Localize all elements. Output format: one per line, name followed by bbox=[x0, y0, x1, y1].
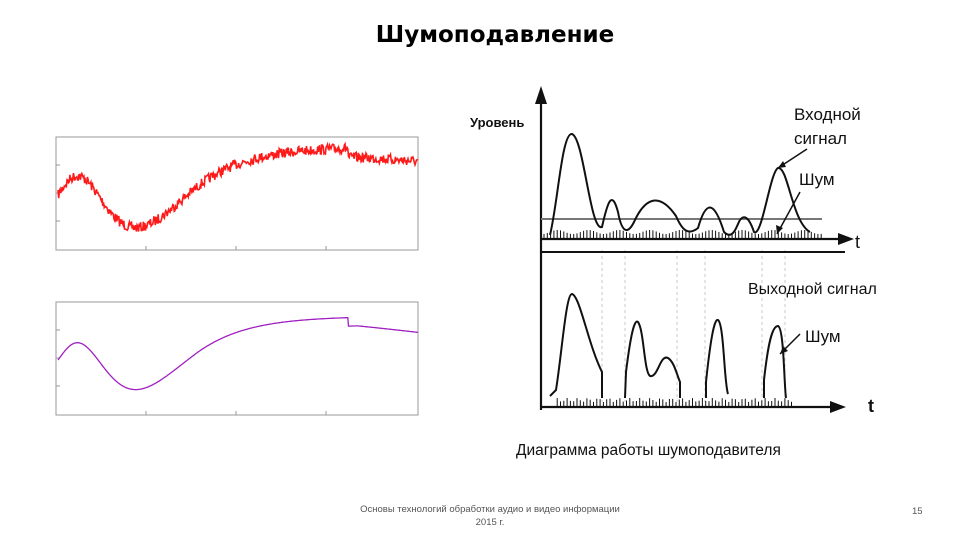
noisy-plot-frame bbox=[55, 136, 419, 251]
noisy-plot-ticks bbox=[56, 164, 327, 250]
output-signal-curve bbox=[549, 292, 787, 399]
bottom-time-arrow bbox=[830, 401, 846, 413]
footer-course: Основы технологий обработки аудио и виде… bbox=[360, 504, 620, 515]
noisy-waveform bbox=[57, 141, 419, 232]
noise-label-top: Шум bbox=[799, 170, 835, 189]
bottom-noise-ticks bbox=[556, 398, 792, 407]
denoised-signal-plot bbox=[50, 300, 422, 418]
noise-label-bottom: Шум bbox=[805, 327, 841, 346]
top-noise-ticks bbox=[543, 230, 822, 239]
noise-pointer-top bbox=[776, 191, 801, 235]
bottom-time-label: t bbox=[868, 396, 874, 416]
input-label-line2: сигнал bbox=[794, 129, 847, 148]
noise-pointer-bottom-head bbox=[780, 346, 788, 354]
slide-footer: Основы технологий обработки аудио и виде… bbox=[300, 503, 680, 529]
guide-lines bbox=[601, 250, 786, 402]
noise-pointer-top-head bbox=[776, 225, 783, 234]
input-signal-curve bbox=[549, 133, 811, 236]
page-number: 15 bbox=[912, 506, 923, 517]
clean-plot-frame bbox=[55, 301, 419, 416]
noisy-signal-plot bbox=[50, 135, 422, 253]
footer-year: 2015 г. bbox=[475, 517, 505, 528]
slide-title: Шумоподавление bbox=[375, 22, 615, 48]
output-label: Выходной сигнал bbox=[748, 281, 877, 298]
y-axis-label: Уровень bbox=[470, 115, 524, 130]
top-time-arrow bbox=[838, 233, 854, 245]
noise-gate-diagram: Уровень t Входной сигнал Шум Выходной си… bbox=[470, 86, 877, 459]
diagram-caption: Диаграмма работы шумоподавителя bbox=[516, 442, 781, 459]
y-axis-arrow bbox=[535, 86, 547, 104]
input-label-line1: Входной bbox=[794, 105, 861, 124]
input-pointer-head bbox=[778, 161, 786, 168]
top-time-label: t bbox=[855, 232, 860, 252]
denoised-waveform bbox=[57, 317, 418, 391]
